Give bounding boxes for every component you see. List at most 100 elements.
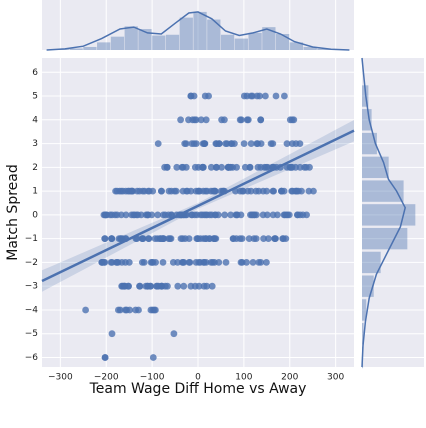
scatter-point xyxy=(303,212,310,219)
scatter-point xyxy=(213,164,220,171)
scatter-point xyxy=(123,212,130,219)
y-tick-label: 5 xyxy=(32,92,38,102)
scatter-point xyxy=(264,212,271,219)
scatter-point xyxy=(203,259,210,266)
y-tick-label: −3 xyxy=(25,282,38,292)
scatter-point xyxy=(192,283,199,290)
scatter-point xyxy=(205,93,212,100)
scatter-point xyxy=(201,283,208,290)
scatter-point xyxy=(188,188,195,195)
scatter-point xyxy=(227,212,234,219)
scatter-point xyxy=(126,307,133,314)
y-tick-label: 4 xyxy=(32,115,38,125)
scatter-point xyxy=(230,235,237,242)
scatter-point xyxy=(193,235,200,242)
y-tick-label: −2 xyxy=(25,258,38,268)
scatter-point xyxy=(249,212,256,219)
scatter-point xyxy=(102,212,109,219)
scatter-point xyxy=(241,140,248,147)
scatter-point xyxy=(204,188,211,195)
x-hist-bar xyxy=(193,12,206,50)
scatter-point xyxy=(289,188,296,195)
scatter-point xyxy=(173,188,180,195)
scatter-point xyxy=(241,93,248,100)
scatter-point xyxy=(221,212,228,219)
scatter-point xyxy=(126,188,133,195)
scatter-point xyxy=(109,212,116,219)
y-axis-label: Match Spread xyxy=(5,164,21,260)
scatter-point xyxy=(187,93,194,100)
y-tick-label: −1 xyxy=(25,234,38,244)
scatter-point xyxy=(152,235,159,242)
scatter-point xyxy=(239,259,246,266)
scatter-point xyxy=(195,188,202,195)
scatter-point xyxy=(229,164,236,171)
scatter-point xyxy=(203,116,210,123)
scatter-point xyxy=(119,259,126,266)
y-tick-label: 1 xyxy=(32,187,38,197)
scatter-point xyxy=(154,283,161,290)
scatter-point xyxy=(289,116,296,123)
scatter-point xyxy=(109,330,116,337)
scatter-point xyxy=(257,116,264,123)
x-hist-bar xyxy=(235,39,248,50)
y-tick-label: −5 xyxy=(25,329,38,339)
scatter-point xyxy=(294,212,301,219)
scatter-point xyxy=(192,164,199,171)
scatter-point xyxy=(144,212,151,219)
y-hist-bar xyxy=(362,228,407,249)
scatter-point xyxy=(149,188,156,195)
scatter-point xyxy=(272,235,279,242)
y-tick-label: 2 xyxy=(32,163,38,173)
scatter-point xyxy=(108,259,115,266)
scatter-point xyxy=(208,212,215,219)
scatter-point xyxy=(256,93,263,100)
scatter-point xyxy=(166,188,173,195)
scatter-point xyxy=(237,116,244,123)
x-hist-bar xyxy=(166,35,179,50)
scatter-point xyxy=(189,140,196,147)
scatter-point xyxy=(183,164,190,171)
scatter-point xyxy=(193,116,200,123)
scatter-point xyxy=(152,259,159,266)
x-hist-bar xyxy=(97,42,110,50)
scatter-point xyxy=(180,283,187,290)
scatter-point xyxy=(270,188,277,195)
scatter-point xyxy=(310,188,317,195)
scatter-point xyxy=(121,283,128,290)
y-tick-label: 6 xyxy=(32,68,38,78)
x-hist-bar xyxy=(180,18,193,50)
scatter-point xyxy=(158,188,165,195)
scatter-point xyxy=(199,212,206,219)
scatter-point xyxy=(177,116,184,123)
x-hist-bar xyxy=(83,47,96,50)
y-tick-labels: −6−5−4−3−2−10123456 xyxy=(25,68,39,363)
scatter-point xyxy=(197,259,204,266)
scatter-point xyxy=(154,212,161,219)
scatter-point xyxy=(199,164,206,171)
scatter-point xyxy=(249,93,256,100)
x-hist-bar xyxy=(152,36,165,50)
scatter-point xyxy=(147,283,154,290)
scatter-point xyxy=(171,330,178,337)
x-tick-label: −300 xyxy=(48,373,73,383)
scatter-point xyxy=(137,283,144,290)
scatter-point xyxy=(151,307,158,314)
scatter-point xyxy=(170,259,177,266)
scatter-point xyxy=(102,354,109,361)
y-tick-label: −4 xyxy=(25,305,39,315)
y-tick-label: 3 xyxy=(32,139,38,149)
x-hist-bar xyxy=(70,48,83,50)
x-hist-bar xyxy=(248,33,261,50)
scatter-point xyxy=(186,235,193,242)
scatter-point xyxy=(185,116,192,123)
y-hist-bar xyxy=(362,275,374,296)
y-tick-label: 0 xyxy=(32,210,38,220)
scatter-point xyxy=(102,235,109,242)
scatter-point xyxy=(160,259,167,266)
scatter-point xyxy=(150,354,157,361)
x-hist-bar xyxy=(276,34,289,50)
scatter-point xyxy=(251,235,258,242)
x-hist-bar xyxy=(262,27,275,50)
